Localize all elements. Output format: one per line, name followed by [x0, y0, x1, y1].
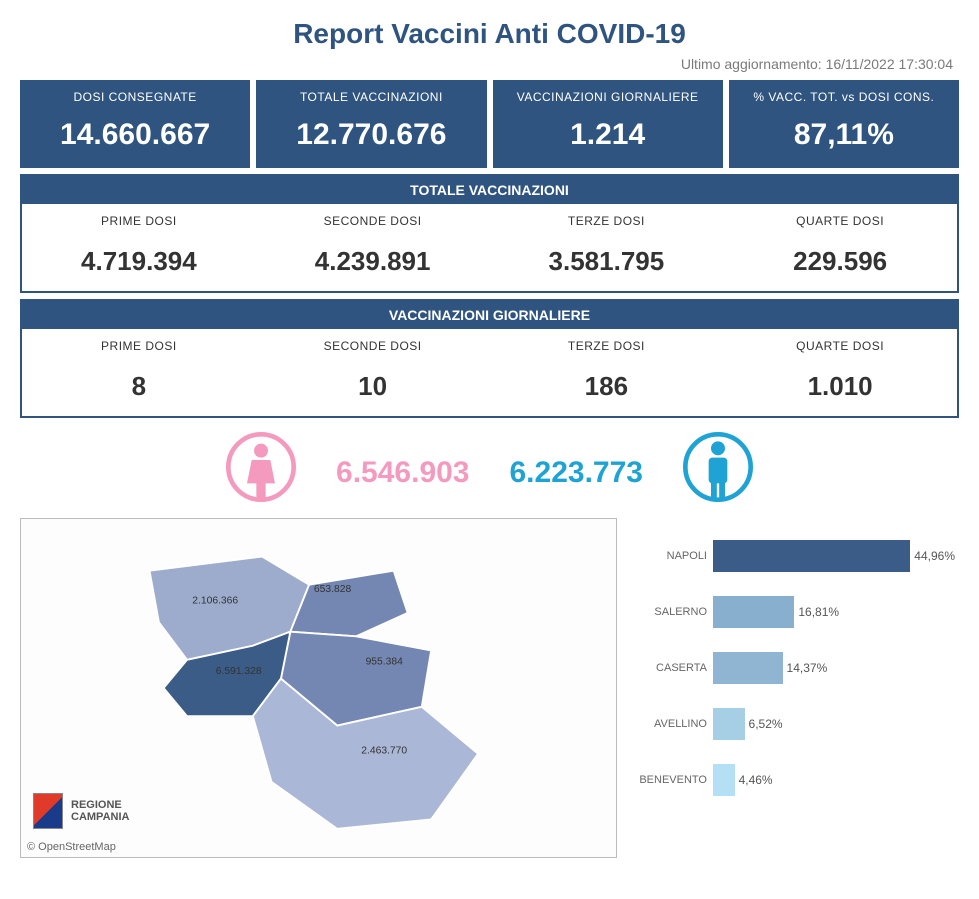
- bottom-row: 2.106.366 653.828 955.384 6.591.328 2.463.77…: [20, 518, 959, 858]
- bar-row: SALERNO 16,81%: [633, 584, 955, 640]
- sub-stat-value: 4.239.891: [260, 246, 486, 277]
- bar-label: CASERTA: [633, 662, 713, 674]
- map-region-value: 6.591.328: [216, 666, 262, 677]
- bar-label: SALERNO: [633, 606, 713, 618]
- bar-pct: 6,52%: [749, 717, 783, 731]
- region-logo: REGIONE CAMPANIA: [33, 793, 129, 829]
- stat-value: 87,11%: [733, 118, 955, 152]
- stat-label: % VACC. TOT. vs DOSI CONS.: [733, 90, 955, 104]
- sub-stat-value: 229.596: [727, 246, 953, 277]
- map-region-value: 955.384: [366, 657, 404, 668]
- top-stats-row: DOSI CONSEGNATE 14.660.667TOTALE VACCINA…: [20, 80, 959, 168]
- bar-track: 14,37%: [713, 652, 955, 684]
- sub-stat-label: TERZE DOSI: [494, 339, 720, 353]
- stat-label: VACCINAZIONI GIORNALIERE: [497, 90, 719, 104]
- bar-track: 16,81%: [713, 596, 955, 628]
- bar-track: 6,52%: [713, 708, 955, 740]
- female-count: 6.546.903: [336, 456, 469, 490]
- daily-panel-title: VACCINAZIONI GIORNALIERE: [22, 301, 957, 329]
- map-attribution: © OpenStreetMap: [27, 841, 116, 853]
- stat-card: % VACC. TOT. vs DOSI CONS. 87,11%: [729, 80, 959, 168]
- map-region-value: 2.106.366: [192, 596, 238, 607]
- sub-stat: TERZE DOSI 186: [490, 329, 724, 416]
- page-title: Report Vaccini Anti COVID-19: [20, 18, 959, 50]
- bar-label: NAPOLI: [633, 550, 713, 562]
- male-icon: [683, 438, 753, 508]
- map-region-benevento[interactable]: [290, 571, 407, 637]
- bar-row: AVELLINO 6,52%: [633, 696, 955, 752]
- sub-stat-value: 4.719.394: [26, 246, 252, 277]
- male-count: 6.223.773: [510, 456, 643, 490]
- bar-fill[interactable]: [713, 764, 735, 796]
- daily-panel-body: PRIME DOSI 8SECONDE DOSI 10TERZE DOSI 18…: [22, 329, 957, 416]
- sub-stat-value: 10: [260, 371, 486, 402]
- stat-value: 14.660.667: [24, 118, 246, 152]
- tot-panel: TOTALE VACCINAZIONI PRIME DOSI 4.719.394…: [20, 174, 959, 293]
- stat-card: TOTALE VACCINAZIONI 12.770.676: [256, 80, 486, 168]
- region-logo-text: REGIONE CAMPANIA: [71, 799, 129, 823]
- sub-stat-label: SECONDE DOSI: [260, 214, 486, 228]
- sub-stat-value: 8: [26, 371, 252, 402]
- gender-row: 6.546.903 6.223.773: [20, 424, 959, 518]
- stat-label: DOSI CONSEGNATE: [24, 90, 246, 104]
- tot-panel-body: PRIME DOSI 4.719.394SECONDE DOSI 4.239.8…: [22, 204, 957, 291]
- bar-row: BENEVENTO 4,46%: [633, 752, 955, 808]
- sub-stat: PRIME DOSI 4.719.394: [22, 204, 256, 291]
- logo-line-2: CAMPANIA: [71, 811, 129, 823]
- stat-value: 1.214: [497, 118, 719, 152]
- bar-label: BENEVENTO: [633, 774, 713, 786]
- map-region-value: 2.463.770: [361, 746, 407, 757]
- stat-card: DOSI CONSEGNATE 14.660.667: [20, 80, 250, 168]
- sub-stat-value: 1.010: [727, 371, 953, 402]
- bar-row: NAPOLI 44,96%: [633, 528, 955, 584]
- bar-pct: 44,96%: [914, 549, 955, 563]
- logo-line-1: REGIONE: [71, 799, 129, 811]
- stat-card: VACCINAZIONI GIORNALIERE 1.214: [493, 80, 723, 168]
- tot-panel-title: TOTALE VACCINAZIONI: [22, 176, 957, 204]
- bar-fill[interactable]: [713, 540, 910, 572]
- sub-stat-label: QUARTE DOSI: [727, 214, 953, 228]
- sub-stat: SECONDE DOSI 4.239.891: [256, 204, 490, 291]
- sub-stat: QUARTE DOSI 229.596: [723, 204, 957, 291]
- sub-stat-value: 186: [494, 371, 720, 402]
- female-icon: [226, 438, 296, 508]
- stat-value: 12.770.676: [260, 118, 482, 152]
- sub-stat: QUARTE DOSI 1.010: [723, 329, 957, 416]
- stat-label: TOTALE VACCINAZIONI: [260, 90, 482, 104]
- bar-label: AVELLINO: [633, 718, 713, 730]
- sub-stat: TERZE DOSI 3.581.795: [490, 204, 724, 291]
- region-flag-icon: [33, 793, 63, 829]
- province-bar-chart: NAPOLI 44,96% SALERNO 16,81% CASERTA 14,…: [629, 518, 959, 858]
- map-region-value: 653.828: [314, 584, 352, 595]
- sub-stat-label: PRIME DOSI: [26, 214, 252, 228]
- bar-fill[interactable]: [713, 596, 794, 628]
- updated-label: Ultimo aggiornamento:: [681, 56, 822, 72]
- map-container: 2.106.366 653.828 955.384 6.591.328 2.463.77…: [20, 518, 617, 858]
- bar-pct: 14,37%: [787, 661, 828, 675]
- sub-stat-label: TERZE DOSI: [494, 214, 720, 228]
- bar-fill[interactable]: [713, 652, 783, 684]
- bar-row: CASERTA 14,37%: [633, 640, 955, 696]
- bar-fill[interactable]: [713, 708, 745, 740]
- bar-track: 4,46%: [713, 764, 955, 796]
- daily-panel: VACCINAZIONI GIORNALIERE PRIME DOSI 8SEC…: [20, 299, 959, 418]
- sub-stat-value: 3.581.795: [494, 246, 720, 277]
- sub-stat: SECONDE DOSI 10: [256, 329, 490, 416]
- last-updated: Ultimo aggiornamento: 16/11/2022 17:30:0…: [20, 56, 959, 72]
- bar-pct: 4,46%: [739, 773, 773, 787]
- sub-stat-label: QUARTE DOSI: [727, 339, 953, 353]
- sub-stat-label: PRIME DOSI: [26, 339, 252, 353]
- bar-track: 44,96%: [713, 540, 955, 572]
- bar-pct: 16,81%: [798, 605, 839, 619]
- updated-value: 16/11/2022 17:30:04: [826, 56, 953, 72]
- sub-stat-label: SECONDE DOSI: [260, 339, 486, 353]
- sub-stat: PRIME DOSI 8: [22, 329, 256, 416]
